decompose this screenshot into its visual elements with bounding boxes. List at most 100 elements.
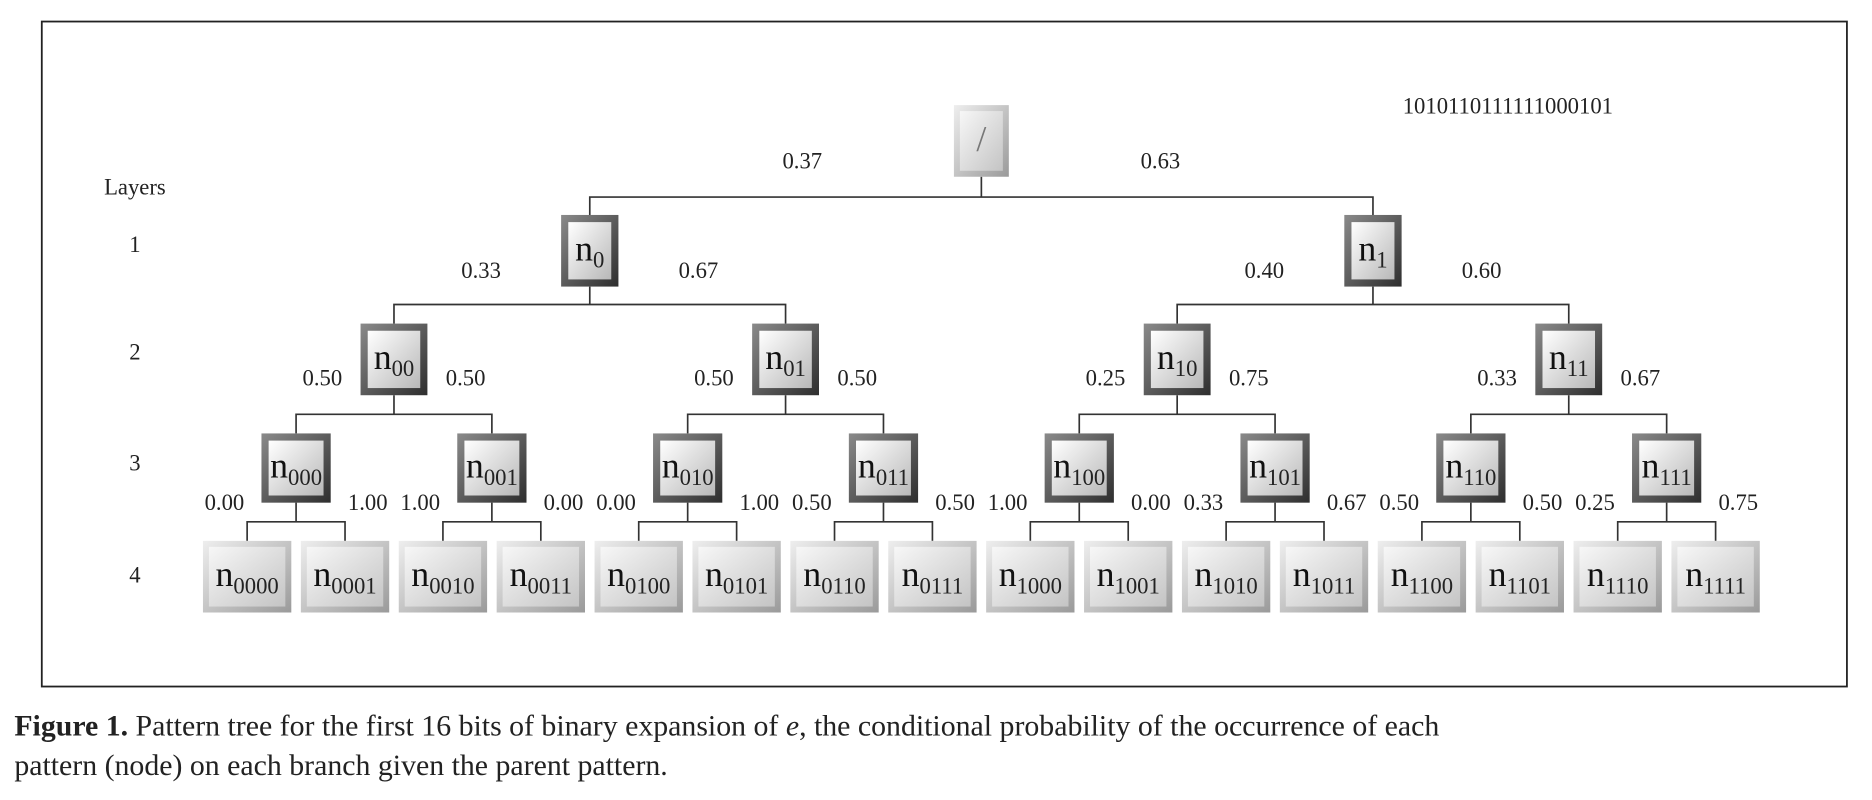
- node-face: [959, 111, 1003, 171]
- node-face: [502, 546, 580, 607]
- node-face: [1285, 546, 1363, 607]
- node-subscript: 1100: [1409, 573, 1454, 598]
- node-face: [992, 546, 1069, 607]
- node-name: n: [374, 337, 392, 377]
- node-name: n: [902, 554, 920, 594]
- tree-edge: [246, 502, 346, 541]
- node-label: n010: [662, 446, 714, 490]
- edge-probability: 0.63: [1141, 148, 1181, 173]
- tree-node: n0000: [202, 540, 292, 613]
- frame: [40, 20, 1848, 688]
- node-face: [698, 546, 775, 607]
- tree-node: n1010: [1181, 540, 1271, 613]
- tree-node: n11: [1535, 323, 1603, 396]
- node-face: [1150, 330, 1204, 389]
- tree-edge: [1078, 395, 1276, 434]
- caption-line-2: pattern (node) on each branch given the …: [14, 749, 667, 782]
- node-label: n0111: [902, 554, 964, 598]
- node-face: [759, 330, 812, 389]
- edge-probability: 0.60: [1462, 258, 1502, 283]
- tree-edge: [442, 502, 542, 541]
- node-name: n: [1358, 228, 1376, 268]
- node-name: n: [607, 554, 625, 594]
- layer-number: 4: [129, 563, 140, 588]
- tree-node: n1000: [986, 540, 1075, 613]
- node-subscript: 1101: [1507, 573, 1552, 598]
- tree-edge: [1616, 502, 1717, 541]
- tree-node: n01: [752, 323, 819, 396]
- node-label: n101: [1249, 446, 1301, 490]
- tree-edge: [393, 286, 787, 324]
- tree-node: n0110: [790, 540, 879, 613]
- tree-edge: [833, 502, 934, 541]
- node-label: n011: [858, 446, 909, 490]
- node-label: n11: [1549, 337, 1589, 381]
- tree-node: n0101: [692, 540, 781, 613]
- edge-probability: 0.50: [446, 366, 486, 391]
- node-subscript: 1000: [1017, 573, 1062, 598]
- node-name: n: [1587, 554, 1605, 594]
- node-subscript: 0000: [233, 573, 278, 598]
- node-name: n: [313, 554, 331, 594]
- tree-node: n0111: [888, 540, 977, 613]
- node-name: n: [1549, 337, 1567, 377]
- node-subscript: 01: [783, 356, 806, 381]
- edge-probability: 0.50: [303, 366, 343, 391]
- tree-node: n010: [653, 433, 723, 503]
- node-subscript: 0110: [821, 573, 866, 598]
- node-face: [796, 546, 873, 607]
- node-subscript: 110: [1463, 465, 1496, 490]
- node-label: n0100: [607, 554, 670, 598]
- tree-edge: [686, 395, 885, 434]
- node-subscript: 0011: [528, 573, 573, 598]
- edge-probability: 0.75: [1718, 490, 1758, 515]
- node-subscript: 011: [876, 465, 909, 490]
- node-label: n0101: [705, 554, 768, 598]
- node-label: n1111: [1685, 554, 1746, 598]
- node-name: n: [510, 554, 528, 594]
- node-subscript: 010: [680, 465, 714, 490]
- node-label: n0000: [216, 554, 279, 598]
- edge-probability: 0.00: [544, 490, 584, 515]
- node-subscript: 0010: [429, 573, 474, 598]
- node-name: n: [1685, 554, 1703, 594]
- node-subscript: 111: [1659, 465, 1691, 490]
- layer-number: 1: [129, 232, 140, 257]
- node-label: n01: [765, 337, 806, 381]
- node-face: [1443, 440, 1499, 496]
- tree-edge: [1029, 502, 1130, 541]
- tree-node: n110: [1436, 433, 1506, 503]
- tree-node: n1011: [1279, 540, 1369, 613]
- tree-edge: [1225, 502, 1325, 541]
- tree-node: n1110: [1573, 540, 1662, 613]
- node-label: /: [976, 118, 986, 158]
- node-name: n: [765, 337, 783, 377]
- node-label: n1001: [1097, 554, 1160, 598]
- node-name: n: [1194, 554, 1212, 594]
- node-face: [894, 546, 971, 607]
- node-subscript: 1011: [1311, 573, 1356, 598]
- tree-node: n000: [261, 433, 331, 503]
- node-label: n0001: [313, 554, 376, 598]
- node-label: n1000: [999, 554, 1062, 598]
- node-subscript: 0101: [723, 573, 768, 598]
- node-name: n: [1293, 554, 1311, 594]
- node-label: n100: [1053, 446, 1105, 490]
- edge-probability: 1.00: [400, 490, 440, 515]
- node-face: [660, 440, 716, 496]
- node-name: n: [1097, 554, 1115, 594]
- tree-node: n011: [848, 433, 919, 503]
- edge-probability: 0.75: [1229, 366, 1269, 391]
- edge-probability: 0.67: [1621, 366, 1661, 391]
- tree-edge: [1421, 502, 1521, 541]
- tree-node: n101: [1240, 433, 1310, 503]
- node-name: n: [999, 554, 1017, 594]
- node-label: n111: [1642, 446, 1692, 490]
- node-label: n1100: [1391, 554, 1453, 598]
- edge-probability: 0.50: [694, 366, 734, 391]
- node-label: n000: [270, 446, 322, 490]
- tree-node: n0: [561, 214, 619, 287]
- caption-variable: e: [786, 709, 799, 742]
- tree-edge: [588, 176, 1374, 215]
